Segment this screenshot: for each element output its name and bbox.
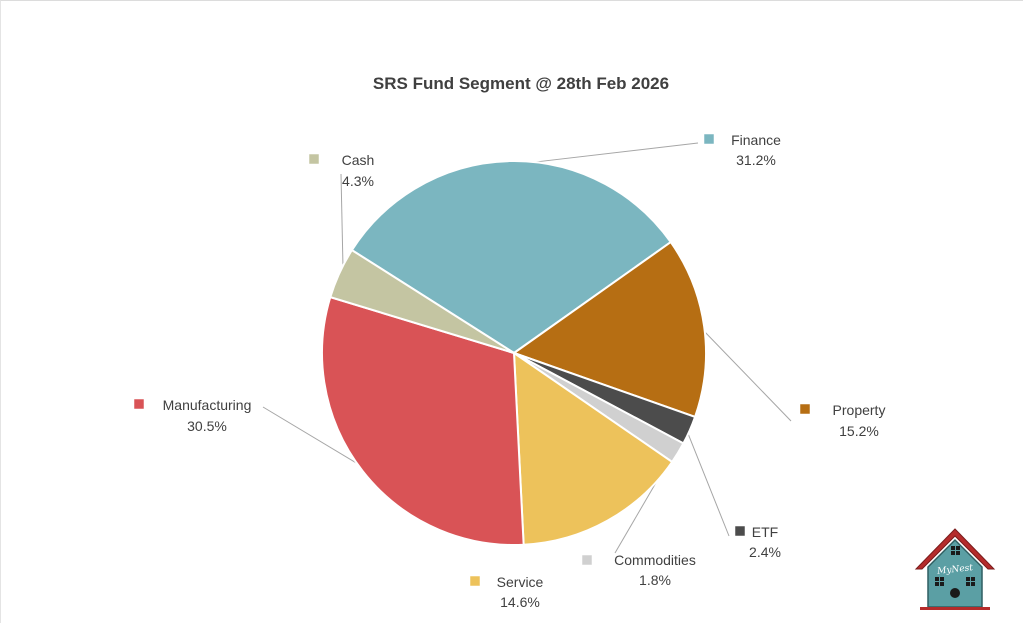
pie-slice-cash	[329, 248, 515, 354]
data-label-value-service: 14.6%	[500, 594, 540, 610]
leader-line-finance	[509, 142, 699, 166]
mynest-logo-wordmark: MyNest	[936, 563, 974, 577]
leader-line-etf	[685, 428, 730, 537]
data-label-name-property: Property	[833, 402, 886, 418]
data-label-value-property: 15.2%	[839, 423, 879, 439]
data-label-value-cash: 4.3%	[342, 173, 374, 189]
leader-line-cash	[340, 173, 344, 275]
pie-slice-finance	[350, 160, 673, 355]
pie-slice-property	[511, 240, 707, 419]
label-key-service	[469, 575, 481, 587]
mynest-logo: MyNest	[914, 528, 996, 610]
chart-title: SRS Fund Segment @ 28th Feb 2026	[373, 74, 669, 93]
label-key-cash	[308, 153, 320, 165]
data-label-value-manufacturing: 30.5%	[187, 418, 227, 434]
data-label-value-finance: 31.2%	[736, 152, 776, 168]
data-label-name-cash: Cash	[342, 152, 375, 168]
data-label-name-etf: ETF	[752, 524, 778, 540]
pie-slice-manufacturing	[321, 295, 525, 546]
data-label-value-commodities: 1.8%	[639, 572, 671, 588]
label-key-manufacturing	[133, 398, 145, 410]
data-label-value-etf: 2.4%	[749, 544, 781, 560]
data-label-name-manufacturing: Manufacturing	[163, 397, 252, 413]
data-label-name-commodities: Commodities	[614, 552, 696, 568]
data-label-name-service: Service	[497, 574, 544, 590]
label-key-commodities	[581, 554, 593, 566]
pie-slice-service	[512, 351, 674, 546]
label-key-property	[799, 403, 811, 415]
data-label-name-finance: Finance	[731, 132, 781, 148]
label-key-finance	[703, 133, 715, 145]
label-key-etf	[734, 525, 746, 537]
leader-line-property	[699, 326, 792, 422]
leader-line-manufacturing	[262, 406, 367, 470]
